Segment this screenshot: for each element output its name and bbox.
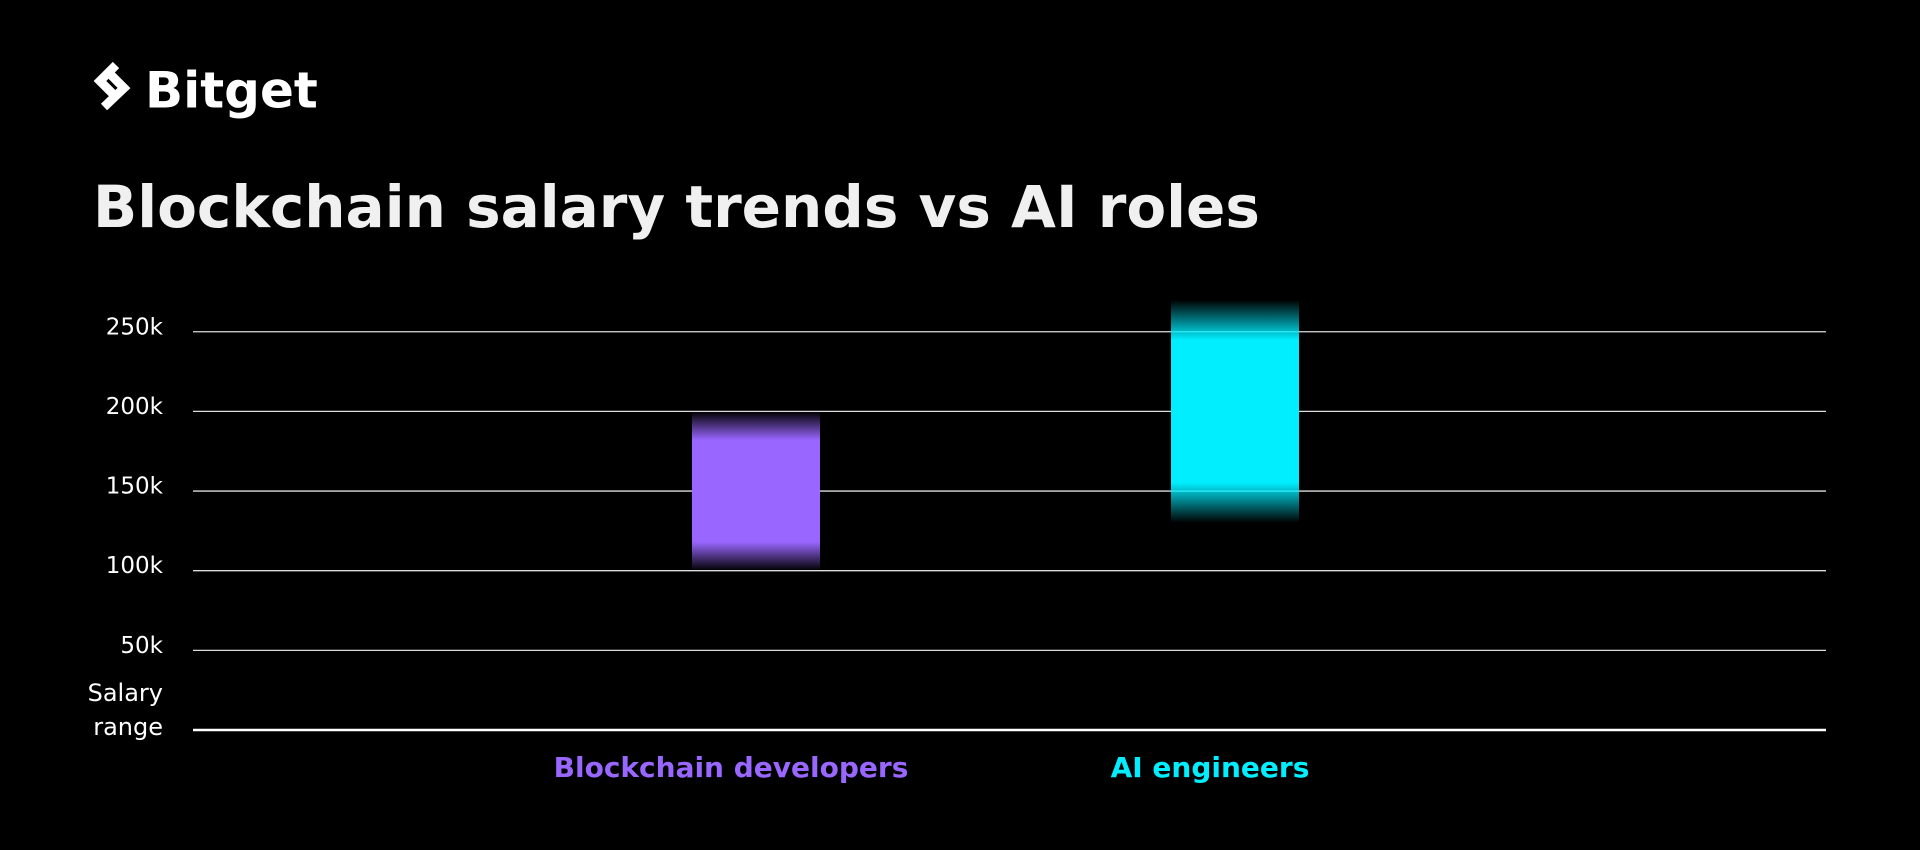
- logo-icon: [93, 61, 131, 111]
- chart-title: Blockchain salary trends vs AI roles: [93, 173, 1260, 241]
- y-tick-label: 50k: [120, 633, 163, 659]
- brand: Bitget: [145, 62, 318, 120]
- x-tick-label: Blockchain developers: [554, 751, 909, 784]
- y-tick-label: 100k: [106, 553, 164, 579]
- x-tick-label: AI engineers: [1111, 751, 1310, 784]
- y-tick-label: 200k: [106, 394, 164, 420]
- y-tick-label: 250k: [106, 314, 164, 340]
- y-axis-label: Salary range: [87, 679, 163, 741]
- range-bar: [1171, 299, 1299, 523]
- range-bar: [692, 411, 820, 571]
- y-tick-label: 150k: [106, 474, 164, 500]
